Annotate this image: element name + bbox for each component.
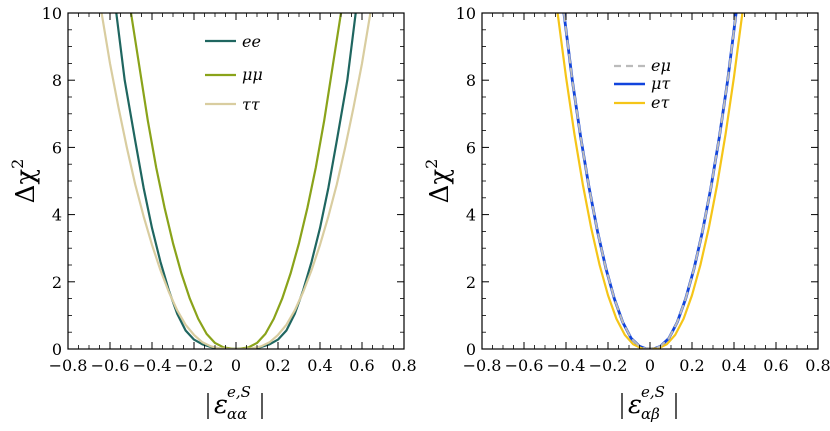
right-legend: eμ μτ eτ <box>614 56 671 112</box>
left-x-tick-label: 0.2 <box>265 356 290 375</box>
left-y-tick-label: 2 <box>52 273 62 292</box>
right-x-tick-label: −0.4 <box>547 356 586 375</box>
left-legend: ee μμ ττ <box>205 32 263 114</box>
right-x-tick-label: 0 <box>645 356 655 375</box>
svg-text:ε: ε <box>214 390 228 420</box>
right-series-line-etau <box>556 13 744 349</box>
right-panel: −0.8 −0.6 −0.4 −0.2 0 0.2 0.4 0.6 0.8 0 2 4 6 8 10 eμ … <box>422 4 830 423</box>
svg-text:Δχ2: Δχ2 <box>422 159 455 204</box>
left-x-tick-label: −0.8 <box>49 356 88 375</box>
right-y-tick-label: 4 <box>466 206 476 225</box>
right-x-tick-label: −0.2 <box>589 356 628 375</box>
legend-label-ee: ee <box>242 32 261 51</box>
right-x-tick-label: −0.6 <box>505 356 544 375</box>
left-curves <box>100 13 372 349</box>
left-y-tick-label: 4 <box>52 206 62 225</box>
right-y-axis-label: Δχ2 <box>422 159 455 204</box>
left-series-line-ee <box>115 13 357 349</box>
left-series-line-tautau <box>100 13 372 349</box>
right-x-tick-label: 0.6 <box>763 356 788 375</box>
right-plot-frame <box>481 12 819 350</box>
right-x-tick-label: 0.8 <box>805 356 830 375</box>
right-x-tick-label: 0.2 <box>679 356 704 375</box>
right-ticks <box>481 12 819 350</box>
left-plot-frame <box>67 12 405 350</box>
left-x-tick-label: 0.8 <box>391 356 416 375</box>
left-y-tick-label: 0 <box>52 340 62 359</box>
right-y-tick-label: 2 <box>466 273 476 292</box>
left-x-tick-label: −0.6 <box>91 356 130 375</box>
right-tick-labels: −0.8 −0.6 −0.4 −0.2 0 0.2 0.4 0.6 0.8 0 2 4 6 8 10 <box>456 4 830 375</box>
right-y-tick-label: 0 <box>466 340 476 359</box>
legend-label-emu: eμ <box>651 56 671 75</box>
left-x-tick-label: −0.4 <box>133 356 172 375</box>
legend-label-mutau: μτ <box>651 74 671 93</box>
right-series-line-emu <box>562 13 738 349</box>
right-x-tick-label: 0.4 <box>721 356 746 375</box>
right-y-tick-label: 8 <box>466 71 476 90</box>
svg-text:ε: ε <box>628 390 642 420</box>
right-curves <box>556 13 744 349</box>
left-x-tick-label: 0.6 <box>349 356 374 375</box>
svg-text:αβ: αβ <box>641 405 660 423</box>
legend-label-mumu: μμ <box>242 65 263 84</box>
left-y-axis-label: Δχ2 <box>8 159 41 204</box>
right-y-tick-label: 10 <box>456 4 476 23</box>
right-x-axis-label: ε e,S αβ <box>621 383 677 423</box>
left-y-tick-label: 8 <box>52 71 62 90</box>
svg-text:αα: αα <box>227 405 247 423</box>
svg-text:e,S: e,S <box>227 383 251 401</box>
left-tick-labels: −0.8 −0.6 −0.4 −0.2 0 0.2 0.4 0.6 0.8 0 2 4 6 8 10 <box>42 4 417 375</box>
right-series-line-mutau <box>562 13 738 349</box>
left-x-tick-label: −0.2 <box>175 356 214 375</box>
left-x-axis-label: ε e,S αα <box>207 383 263 423</box>
right-x-tick-label: −0.8 <box>463 356 502 375</box>
legend-label-etau: eτ <box>651 93 670 112</box>
legend-label-tautau: ττ <box>242 95 261 114</box>
left-ticks <box>67 12 405 350</box>
svg-text:Δχ2: Δχ2 <box>8 159 41 204</box>
right-y-tick-label: 6 <box>466 138 476 157</box>
left-series-line-mumu <box>129 13 343 349</box>
left-x-tick-label: 0.4 <box>307 356 332 375</box>
left-panel: −0.8 −0.6 −0.4 −0.2 0 0.2 0.4 0.6 0.8 0 2 4 6 8 10 ee … <box>8 4 417 423</box>
left-x-tick-label: 0 <box>231 356 241 375</box>
left-y-tick-label: 6 <box>52 138 62 157</box>
svg-text:e,S: e,S <box>641 383 665 401</box>
left-y-tick-label: 10 <box>42 4 62 23</box>
